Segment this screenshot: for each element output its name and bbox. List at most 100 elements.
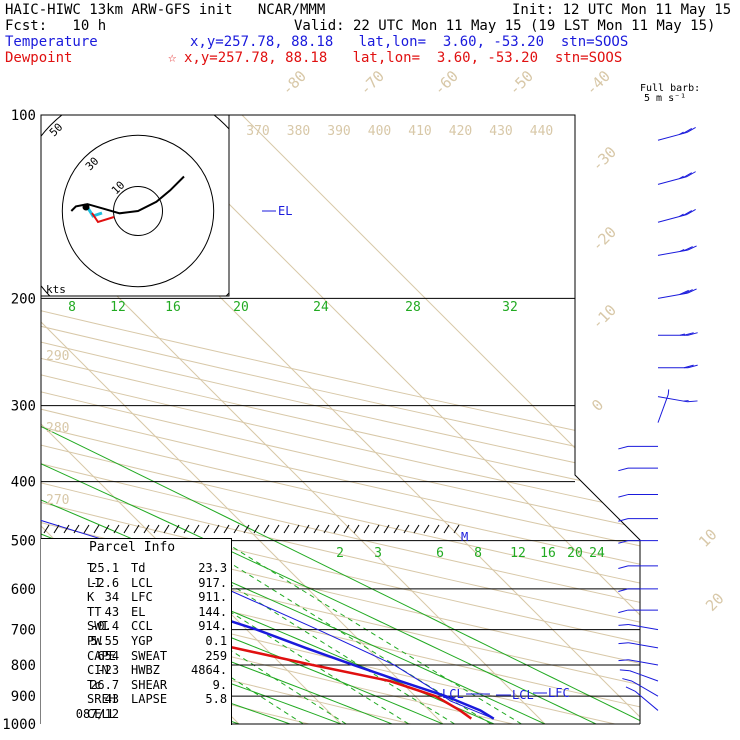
frz-hatch <box>73 524 80 534</box>
mixing-ratio-label: 3 <box>374 546 382 561</box>
barb-legend-line2: 5 m s⁻¹ <box>644 93 687 104</box>
wind-barb <box>622 678 659 697</box>
parcel-value: 0.1 <box>205 634 228 648</box>
moist-adiabat-line <box>41 297 393 724</box>
wind-barb <box>657 389 670 423</box>
wind-barb-flag <box>687 288 697 294</box>
parcel-value: 144. <box>198 604 228 619</box>
theta-left-label: 280 <box>46 421 69 436</box>
wind-barb <box>657 127 696 141</box>
frz-hatch <box>223 524 230 534</box>
pressure-label: 500 <box>11 534 36 550</box>
wind-barb-flag <box>682 128 693 134</box>
wind-barb-shaft <box>657 292 688 299</box>
header-title: HAIC-HIWC 13km ARW-GFS init NCAR/MMM <box>5 2 326 18</box>
dewpoint-profile <box>41 115 473 720</box>
parcel-label: Td <box>131 561 146 575</box>
wind-barb-shaft <box>657 176 688 185</box>
parcel-label: CELL <box>87 707 116 721</box>
mixing-ratio-label: 20 <box>567 546 583 561</box>
isotherm-label: -70 <box>356 67 388 99</box>
wind-barb-flag <box>683 332 694 336</box>
isotherm-label: -10 <box>588 301 620 333</box>
parcel-label: EL <box>131 604 146 619</box>
parcel-label: K <box>87 590 95 605</box>
frz-hatch <box>143 524 150 534</box>
wind-barb <box>657 245 697 256</box>
wind-barb <box>618 540 658 544</box>
mixing-ratio-label: 6 <box>436 546 444 561</box>
pressure-label: 800 <box>11 658 36 674</box>
frz-hatch <box>393 524 400 534</box>
wind-barb-flag <box>618 565 629 569</box>
wind-barb <box>618 623 659 631</box>
wind-barb-flag <box>683 364 694 369</box>
wind-barb-flag <box>619 669 630 672</box>
dry-adiabat-line <box>41 115 513 724</box>
parcel-label: LCL <box>131 575 153 590</box>
pressure-label: 200 <box>11 291 36 307</box>
parcel-value: 087/12 <box>75 707 120 721</box>
dewpoint-star-icon: ☆ <box>168 50 177 66</box>
wind-barb-shaft <box>634 690 659 711</box>
wind-barb-flag <box>618 642 629 645</box>
parcel-label: PW <box>87 634 102 648</box>
pressure-label: 300 <box>11 399 36 415</box>
frz-hatch <box>283 524 290 534</box>
wind-barb-flag <box>682 172 693 179</box>
hodograph-origin-dot <box>82 203 90 211</box>
theta-label: 380 <box>287 124 310 139</box>
m-marker: M <box>461 530 468 544</box>
mixing-ratio-label: 12 <box>110 300 126 315</box>
frz-hatch <box>323 524 330 534</box>
frz-hatch <box>423 524 430 534</box>
parcel-label: YGP <box>131 634 153 648</box>
wind-barb <box>657 171 696 185</box>
wind-barb-shaft <box>657 131 688 141</box>
theta-label: 370 <box>246 124 269 139</box>
mixing-ratio-label: 32 <box>502 300 518 315</box>
temperature-label: Temperature <box>5 34 98 50</box>
wind-barb <box>657 396 698 403</box>
parcel-value: 43 <box>104 692 120 707</box>
wind-barb-flag <box>686 127 696 133</box>
wind-barb-shaft <box>657 394 669 423</box>
wind-barb-flag <box>618 659 629 662</box>
parcel-value: -23 <box>97 663 120 678</box>
parcel-value: 914. <box>198 619 228 634</box>
mixing-ratio-label: 16 <box>540 546 556 561</box>
mixing-ratio-line <box>222 540 522 724</box>
wind-barb-flag <box>618 588 629 592</box>
wind-barb-flag <box>687 332 698 336</box>
frz-hatch <box>363 524 370 534</box>
wind-barb-flag <box>679 289 689 295</box>
parcel-label: CAPE <box>87 648 116 663</box>
mixing-ratio-label: 28 <box>405 300 421 315</box>
frz-hatch <box>443 524 450 534</box>
dry-adiabat-line <box>41 115 640 724</box>
parcel-value: 25.1 <box>90 561 120 575</box>
mixing-ratio-line <box>194 540 492 724</box>
parcel-label: CCL <box>131 619 153 634</box>
frz-hatch <box>353 524 360 534</box>
wind-barb <box>657 209 696 223</box>
parcel-value: 9. <box>212 677 228 692</box>
wind-barb-flag <box>683 289 693 295</box>
dry-adiabat-line <box>41 115 640 724</box>
frz-hatch <box>203 524 210 534</box>
frz-hatch <box>313 524 320 534</box>
pressure-label: 100 <box>11 108 36 124</box>
wind-barb-flag <box>625 686 636 692</box>
frz-hatch <box>253 524 260 534</box>
wind-barb-shaft <box>657 249 688 256</box>
barb-legend-line1: Full barb: <box>640 83 701 94</box>
frz-hatch <box>163 524 170 534</box>
wind-barb-flag <box>618 609 629 614</box>
frz-hatch <box>233 524 240 534</box>
wind-barb-flag <box>618 467 629 472</box>
isotherm-label: -30 <box>588 143 620 175</box>
wind-barb-flag <box>687 364 698 369</box>
wind-barb-shaft <box>628 623 659 631</box>
parcel-label: LI <box>87 575 102 590</box>
wind-barb <box>658 332 698 336</box>
